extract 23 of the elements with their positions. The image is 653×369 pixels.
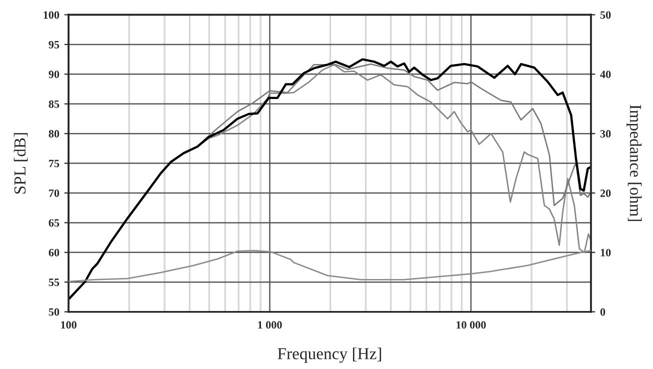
x-tick-label: 10 000	[456, 321, 486, 329]
y2-tick-label: 40	[600, 70, 611, 78]
y-tick-label: 90	[48, 70, 60, 78]
x-tick-label: 1 000	[258, 321, 282, 329]
y-tick-label: 100	[44, 11, 60, 19]
y2-tick-label: 0	[600, 308, 606, 316]
x-tick-label: 100	[61, 321, 76, 329]
y-tick-label: 75	[49, 160, 60, 168]
y-tick-label: 80	[48, 130, 60, 138]
y2-tick-label: 30	[600, 130, 611, 138]
y2-tick-label: 10	[600, 248, 611, 256]
y-tick-label: 55	[48, 278, 60, 286]
x-axis-title: Frequency [Hz]	[278, 348, 382, 363]
y2-axis-title: Impedance [ohm]	[626, 104, 642, 222]
y-tick-label: 60	[48, 248, 60, 256]
y-tick-label: 70	[49, 189, 60, 197]
y-tick-label: 95	[48, 40, 60, 48]
y2-tick-label: 20	[600, 189, 611, 197]
y-tick-label: 85	[48, 100, 60, 108]
y2-tick-label: 50	[600, 11, 611, 19]
y-tick-label: 50	[48, 308, 60, 316]
y-tick-label: 65	[48, 219, 60, 227]
y-axis-title: SPL [dB]	[14, 133, 28, 194]
